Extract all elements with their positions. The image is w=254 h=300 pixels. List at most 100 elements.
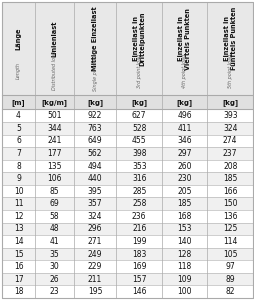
Text: 763: 763	[87, 124, 102, 133]
Text: 105: 105	[222, 250, 236, 259]
Text: 258: 258	[132, 199, 146, 208]
Text: 14: 14	[14, 237, 23, 246]
Text: Mittige Einzellast: Mittige Einzellast	[92, 6, 98, 71]
Text: 562: 562	[87, 149, 102, 158]
Text: 297: 297	[177, 149, 191, 158]
Bar	[2, 273, 252, 285]
Text: Einzellast in
Fünftels Punkten: Einzellast in Fünftels Punkten	[223, 7, 236, 70]
Text: 12: 12	[14, 212, 23, 221]
Text: 285: 285	[132, 187, 146, 196]
Text: 316: 316	[132, 174, 146, 183]
Text: 48: 48	[49, 224, 59, 233]
Text: 395: 395	[87, 187, 102, 196]
Text: Linienlast: Linienlast	[51, 20, 57, 57]
Text: 9: 9	[16, 174, 21, 183]
Text: [kg]: [kg]	[176, 99, 192, 106]
Text: 237: 237	[222, 149, 236, 158]
Text: Einzellast in
Drittelpunkten: Einzellast in Drittelpunkten	[132, 11, 145, 66]
Text: 229: 229	[88, 262, 102, 271]
Text: 271: 271	[88, 237, 102, 246]
Text: 153: 153	[177, 224, 191, 233]
Text: 169: 169	[132, 262, 146, 271]
Text: 58: 58	[49, 212, 59, 221]
Text: 150: 150	[222, 199, 236, 208]
Text: 241: 241	[47, 136, 61, 146]
Text: 15: 15	[14, 250, 23, 259]
Text: 135: 135	[47, 161, 61, 170]
Bar	[2, 95, 252, 109]
Text: 353: 353	[131, 161, 146, 170]
Text: 183: 183	[132, 250, 146, 259]
Text: 324: 324	[87, 212, 102, 221]
Bar	[2, 110, 252, 122]
Text: 41: 41	[49, 237, 59, 246]
Text: 114: 114	[222, 237, 236, 246]
Bar	[2, 2, 252, 95]
Text: 185: 185	[177, 199, 191, 208]
Text: 440: 440	[87, 174, 102, 183]
Bar	[2, 260, 252, 273]
Text: 100: 100	[177, 287, 191, 296]
Text: 922: 922	[88, 111, 102, 120]
Bar	[2, 160, 252, 172]
Text: 136: 136	[222, 212, 236, 221]
Text: 346: 346	[177, 136, 191, 146]
Bar	[2, 235, 252, 248]
Bar	[2, 210, 252, 223]
Text: 128: 128	[177, 250, 191, 259]
Text: 85: 85	[49, 187, 59, 196]
Text: 118: 118	[177, 262, 191, 271]
Bar	[2, 248, 252, 260]
Text: 357: 357	[87, 199, 102, 208]
Text: 8: 8	[16, 161, 21, 170]
Text: 168: 168	[177, 212, 191, 221]
Text: [kg]: [kg]	[87, 99, 103, 106]
Text: 177: 177	[47, 149, 61, 158]
Text: 106: 106	[47, 174, 61, 183]
Text: 5th point load: 5th point load	[227, 54, 232, 88]
Text: 393: 393	[222, 111, 237, 120]
Text: 13: 13	[14, 224, 23, 233]
Text: 230: 230	[177, 174, 191, 183]
Text: 6: 6	[16, 136, 21, 146]
Text: 166: 166	[222, 187, 236, 196]
Text: 185: 185	[222, 174, 236, 183]
Text: 455: 455	[131, 136, 146, 146]
Text: 18: 18	[14, 287, 23, 296]
Text: [kg/m]: [kg/m]	[41, 99, 67, 106]
Bar	[2, 197, 252, 210]
Text: 494: 494	[87, 161, 102, 170]
Text: 411: 411	[177, 124, 191, 133]
Text: 16: 16	[14, 262, 23, 271]
Text: 125: 125	[222, 224, 236, 233]
Bar	[2, 122, 252, 135]
Text: 296: 296	[87, 224, 102, 233]
Text: 344: 344	[47, 124, 61, 133]
Text: 236: 236	[132, 212, 146, 221]
Text: 216: 216	[132, 224, 146, 233]
Text: 496: 496	[177, 111, 191, 120]
Text: Länge: Länge	[15, 27, 22, 50]
Text: 4th point load: 4th point load	[182, 54, 186, 88]
Text: 17: 17	[14, 274, 23, 284]
Bar	[2, 285, 252, 298]
Bar	[2, 185, 252, 197]
Text: 35: 35	[49, 250, 59, 259]
Text: Single point load: Single point load	[92, 50, 97, 91]
Text: 89: 89	[225, 274, 234, 284]
Bar	[2, 147, 252, 160]
Text: 97: 97	[225, 262, 234, 271]
Text: 260: 260	[177, 161, 191, 170]
Text: 7: 7	[16, 149, 21, 158]
Text: Length: Length	[16, 62, 21, 79]
Text: 26: 26	[49, 274, 59, 284]
Text: 274: 274	[222, 136, 236, 146]
Text: 82: 82	[225, 287, 234, 296]
Text: 30: 30	[49, 262, 59, 271]
Text: 4: 4	[16, 111, 21, 120]
Text: 69: 69	[49, 199, 59, 208]
Bar	[2, 135, 252, 147]
Bar	[2, 223, 252, 235]
Text: 3rd point load: 3rd point load	[136, 53, 141, 88]
Text: Distributed load: Distributed load	[52, 51, 57, 90]
